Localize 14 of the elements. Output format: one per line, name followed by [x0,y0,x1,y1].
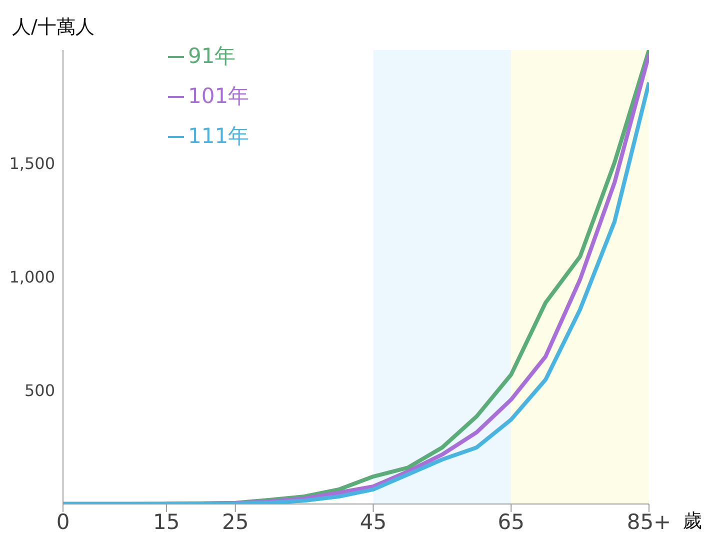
x-tick-label: 85+ [626,510,672,533]
y-tick-label: 500 [24,381,55,400]
y-axis-title: 人/十萬人 [12,15,94,40]
y-tick-label: 1,500 [9,154,55,174]
x-tick-label: 45 [360,510,387,533]
x-tick-label: 25 [222,510,249,533]
legend-label: 111年 [187,123,250,150]
x-axis-title: 歲 [683,509,702,533]
y-tick-label: 1,000 [9,268,55,287]
x-tick-label: 65 [498,510,524,533]
x-tick-label: 15 [153,510,180,533]
legend-label: 91年 [187,43,237,70]
x-tick-label: 0 [56,510,70,533]
legend-label: 101年 [187,83,250,110]
